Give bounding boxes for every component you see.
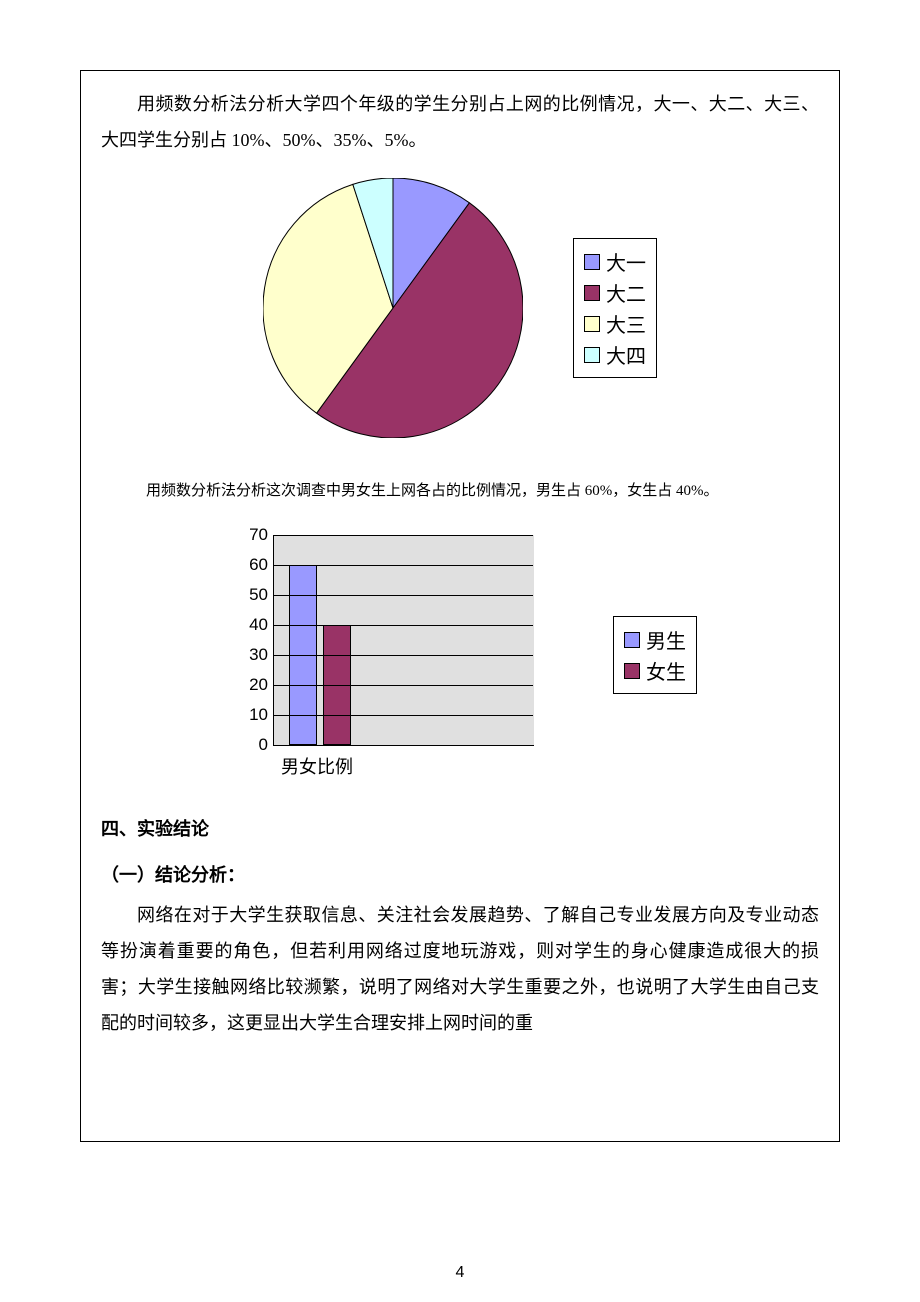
legend-item: 男生 — [624, 625, 686, 654]
y-tick-label: 50 — [249, 585, 268, 605]
y-tick-label: 70 — [249, 525, 268, 545]
legend-label: 男生 — [646, 625, 686, 654]
legend-item: 女生 — [624, 656, 686, 685]
gridline — [273, 595, 533, 596]
y-tick-label: 40 — [249, 615, 268, 635]
gridline — [273, 565, 533, 566]
content-frame: 用频数分析法分析大学四个年级的学生分别占上网的比例情况，大一、大二、大三、大四学… — [80, 70, 840, 1142]
bar-legend: 男生女生 — [613, 616, 697, 694]
page: 用频数分析法分析大学四个年级的学生分别占上网的比例情况，大一、大二、大三、大四学… — [0, 0, 920, 1302]
legend-label: 大四 — [606, 340, 646, 369]
pie-chart-container: 大一大二大三大四 — [263, 178, 657, 438]
body-paragraph: 网络在对于大学生获取信息、关注社会发展趋势、了解自己专业发展方向及专业动态等扮演… — [101, 897, 819, 1041]
legend-label: 大一 — [606, 247, 646, 276]
legend-item: 大三 — [584, 309, 646, 338]
legend-item: 大一 — [584, 247, 646, 276]
gridline — [273, 535, 533, 536]
pie-legend: 大一大二大三大四 — [573, 238, 657, 378]
legend-swatch — [624, 632, 640, 648]
legend-label: 大二 — [606, 278, 646, 307]
legend-item: 大四 — [584, 340, 646, 369]
bar-chart: 0 10 20 30 40 50 60 70 男女比例 — [223, 525, 563, 785]
gridline — [273, 715, 533, 716]
gridline — [273, 625, 533, 626]
legend-swatch — [584, 316, 600, 332]
gridline — [273, 685, 533, 686]
legend-label: 大三 — [606, 309, 646, 338]
page-number: 4 — [0, 1264, 920, 1282]
mid-paragraph: 用频数分析法分析这次调查中男女生上网各占的比例情况，男生占 60%，女生占 40… — [101, 468, 819, 505]
pie-chart-block: 大一大二大三大四 — [101, 178, 819, 438]
subsection-heading: （一）结论分析： — [101, 861, 819, 887]
x-axis-label: 男女比例 — [281, 753, 353, 779]
legend-swatch — [584, 285, 600, 301]
legend-swatch — [584, 254, 600, 270]
y-tick-label: 20 — [249, 675, 268, 695]
legend-swatch — [624, 663, 640, 679]
y-tick-label: 60 — [249, 555, 268, 575]
legend-label: 女生 — [646, 656, 686, 685]
bar-chart-block: 0 10 20 30 40 50 60 70 男女比例 男生女生 — [101, 525, 819, 785]
intro-paragraph: 用频数分析法分析大学四个年级的学生分别占上网的比例情况，大一、大二、大三、大四学… — [101, 86, 819, 158]
pie-chart-svg — [263, 178, 523, 438]
y-tick-label: 10 — [249, 705, 268, 725]
bar-chart-container: 0 10 20 30 40 50 60 70 男女比例 男生女生 — [223, 525, 697, 785]
legend-swatch — [584, 347, 600, 363]
y-tick-label: 0 — [259, 735, 268, 755]
section-heading: 四、实验结论 — [101, 815, 819, 841]
gridline — [273, 655, 533, 656]
legend-item: 大二 — [584, 278, 646, 307]
y-tick-label: 30 — [249, 645, 268, 665]
